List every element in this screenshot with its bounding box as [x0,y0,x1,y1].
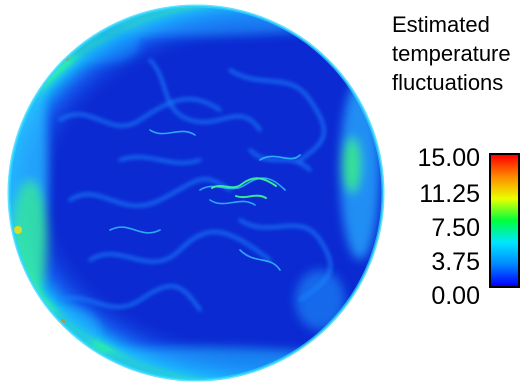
colorbar-tick-label: 11.25 [419,180,480,208]
field-rim [7,4,385,382]
colorbar-tick-label: 15.00 [417,144,480,172]
legend-title-line: temperature [392,41,511,66]
hot-spot [14,226,22,234]
hot-filament [211,177,277,199]
colorbar-tick-label: 7.50 [431,214,480,242]
colorbar-tick-label: 0.00 [431,282,480,310]
legend-title-line: Estimated [392,12,490,37]
colorbar [489,153,520,288]
legend-title-line: fluctuations [392,70,504,95]
colorbar-tick-label: 3.75 [431,248,480,276]
plume-filaments [58,58,332,312]
legend-title: Estimated temperature fluctuations [392,10,511,97]
